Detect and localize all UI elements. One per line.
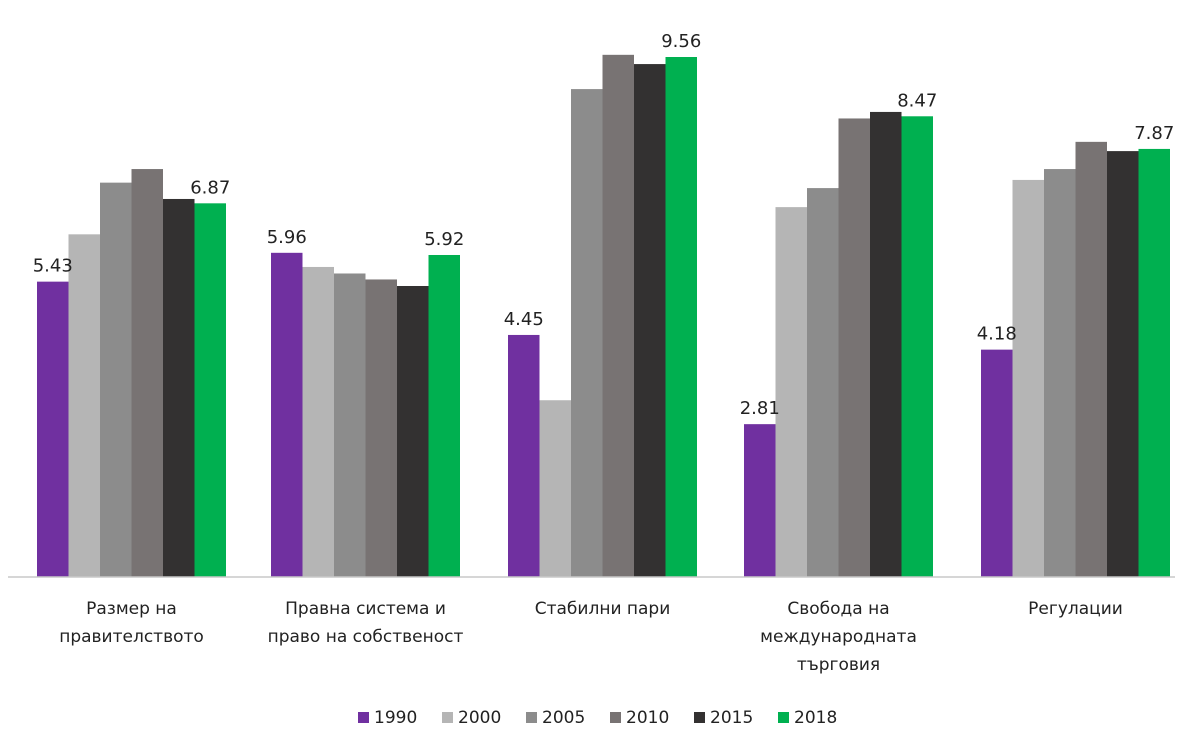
category-label-2: Правна система и право на собственост <box>268 599 464 647</box>
bar-2015-4 <box>870 111 902 577</box>
bar-2010-1 <box>131 169 163 577</box>
data-label-2018-4: 8.47 <box>897 90 937 111</box>
bar-2000-1 <box>68 234 100 577</box>
bar-2005-3 <box>571 89 603 578</box>
bar-1990-3 <box>508 334 540 577</box>
category-label-line: правителството <box>59 627 204 647</box>
data-label-2018-3: 9.56 <box>661 31 701 52</box>
legend-label: 1990 <box>374 708 417 728</box>
bar-2018-1 <box>194 203 226 577</box>
category-label-line: Стабилни пари <box>535 599 671 619</box>
legend-item-2010: 2010 <box>610 708 669 728</box>
bar-2015-5 <box>1107 151 1139 578</box>
bar-2005-1 <box>100 182 132 577</box>
bar-1990-2 <box>271 252 303 577</box>
legend-item-2018: 2018 <box>778 708 837 728</box>
legend-swatch <box>526 712 537 723</box>
bar-2018-5 <box>1138 148 1170 577</box>
bar-1990-4 <box>744 424 776 577</box>
bars-layer <box>37 54 1170 578</box>
bar-2018-3 <box>665 57 697 577</box>
bar-2018-2 <box>428 254 460 577</box>
category-label-line: Свобода на <box>787 599 889 619</box>
bar-2015-1 <box>163 198 195 577</box>
category-label-5: Регулации <box>1028 599 1123 619</box>
bar-2000-4 <box>775 207 807 577</box>
bar-2005-5 <box>1044 169 1076 577</box>
bar-1990-5 <box>981 349 1013 577</box>
category-label-4: Свобода на международната търговия <box>760 599 917 675</box>
legend-swatch <box>694 712 705 723</box>
bar-2010-3 <box>602 54 634 577</box>
legend-item-2015: 2015 <box>694 708 753 728</box>
data-label-1990-2: 5.96 <box>267 227 307 248</box>
bar-2010-4 <box>838 118 870 578</box>
legend-label: 2000 <box>458 708 501 728</box>
legend-item-2000: 2000 <box>442 708 501 728</box>
category-label-1: Размер на правителството <box>59 599 204 647</box>
data-label-1990-5: 4.18 <box>977 324 1017 345</box>
bar-2010-5 <box>1075 141 1107 577</box>
legend-label: 2005 <box>542 708 585 728</box>
legend-swatch <box>442 712 453 723</box>
bar-2000-5 <box>1012 179 1044 577</box>
bar-2005-4 <box>807 188 839 577</box>
bar-2010-2 <box>365 279 397 577</box>
category-label-line: право на собственост <box>268 627 464 647</box>
legend-swatch <box>610 712 621 723</box>
legend-label: 2018 <box>794 708 837 728</box>
data-label-2018-1: 6.87 <box>190 177 230 198</box>
bar-2018-4 <box>901 116 933 578</box>
data-label-2018-5: 7.87 <box>1134 123 1174 144</box>
legend-swatch <box>778 712 789 723</box>
legend-swatch <box>358 712 369 723</box>
legend-label: 2015 <box>710 708 753 728</box>
bar-2000-2 <box>302 266 334 577</box>
data-label-1990-3: 4.45 <box>504 309 544 330</box>
bar-1990-1 <box>37 281 69 577</box>
legend: 1990 2000 2005 2010 2015 2018 <box>358 708 837 728</box>
legend-item-1990: 1990 <box>358 708 417 728</box>
data-label-1990-1: 5.43 <box>33 256 73 277</box>
bar-2015-2 <box>397 285 429 577</box>
bar-2005-2 <box>334 273 366 577</box>
data-label-1990-4: 2.81 <box>740 398 780 419</box>
data-labels-layer: 5.43 6.87 5.96 5.92 4.45 9.56 2.81 8.47 4.18 7.87 <box>33 31 1175 419</box>
category-label-line: международната <box>760 627 917 647</box>
bar-2000-3 <box>539 400 571 577</box>
category-label-line: търговия <box>797 655 880 675</box>
bar-2015-3 <box>634 64 666 578</box>
legend-label: 2010 <box>626 708 669 728</box>
data-label-2018-2: 5.92 <box>424 229 464 250</box>
category-label-line: Правна система и <box>285 599 446 619</box>
category-label-line: Размер на <box>86 599 177 619</box>
legend-item-2005: 2005 <box>526 708 585 728</box>
category-label-3: Стабилни пари <box>535 599 671 619</box>
category-label-line: Регулации <box>1028 599 1123 619</box>
category-labels-layer: Размер на правителството Правна система и п… <box>59 599 1123 675</box>
